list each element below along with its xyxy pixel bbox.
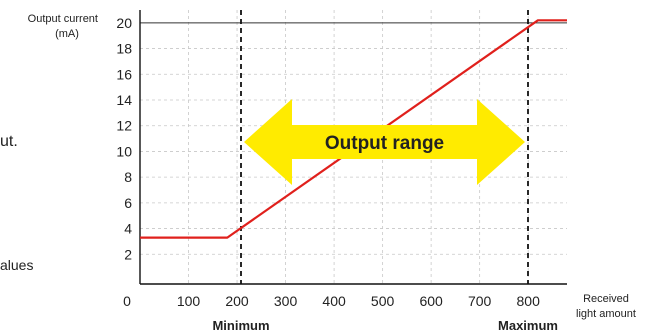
y-tick-label-2: 2 (124, 246, 132, 262)
x-axis-label-line-2: light amount (576, 308, 636, 320)
y-tick-label-16: 16 (116, 66, 132, 82)
y-axis-label-line-1: Output current (28, 13, 98, 25)
y-tick-label-10: 10 (116, 143, 132, 159)
y-tick-label-6: 6 (124, 195, 132, 211)
x-axis-label-line-1: Received (583, 293, 629, 305)
x-tick-label-600: 600 (419, 293, 443, 309)
marker-label-maximum: Maximum (498, 318, 558, 333)
marker-label-minimum: Minimum (212, 318, 269, 333)
x-tick-label-800: 800 (517, 293, 541, 309)
y-tick-label-20: 20 (116, 15, 132, 31)
cropped-text-fragment-1: ut. (0, 133, 18, 150)
output-range-arrow (244, 99, 525, 185)
cropped-text-fragment-2: alues (0, 257, 34, 273)
y-tick-label-12: 12 (116, 118, 132, 134)
x-tick-label-200: 200 (225, 293, 249, 309)
y-tick-label-14: 14 (116, 92, 132, 108)
y-tick-label-18: 18 (116, 41, 132, 57)
x-tick-label-400: 400 (322, 293, 346, 309)
y-tick-label-8: 8 (124, 169, 132, 185)
x-tick-label-0: 0 (123, 293, 131, 309)
y-axis-label-line-2: (mA) (55, 28, 79, 40)
y-tick-label-4: 4 (124, 221, 132, 237)
output-range-label: Output range (325, 133, 444, 154)
x-tick-label-100: 100 (177, 293, 201, 309)
x-tick-label-300: 300 (274, 293, 298, 309)
x-tick-label-700: 700 (468, 293, 492, 309)
x-tick-label-500: 500 (371, 293, 395, 309)
